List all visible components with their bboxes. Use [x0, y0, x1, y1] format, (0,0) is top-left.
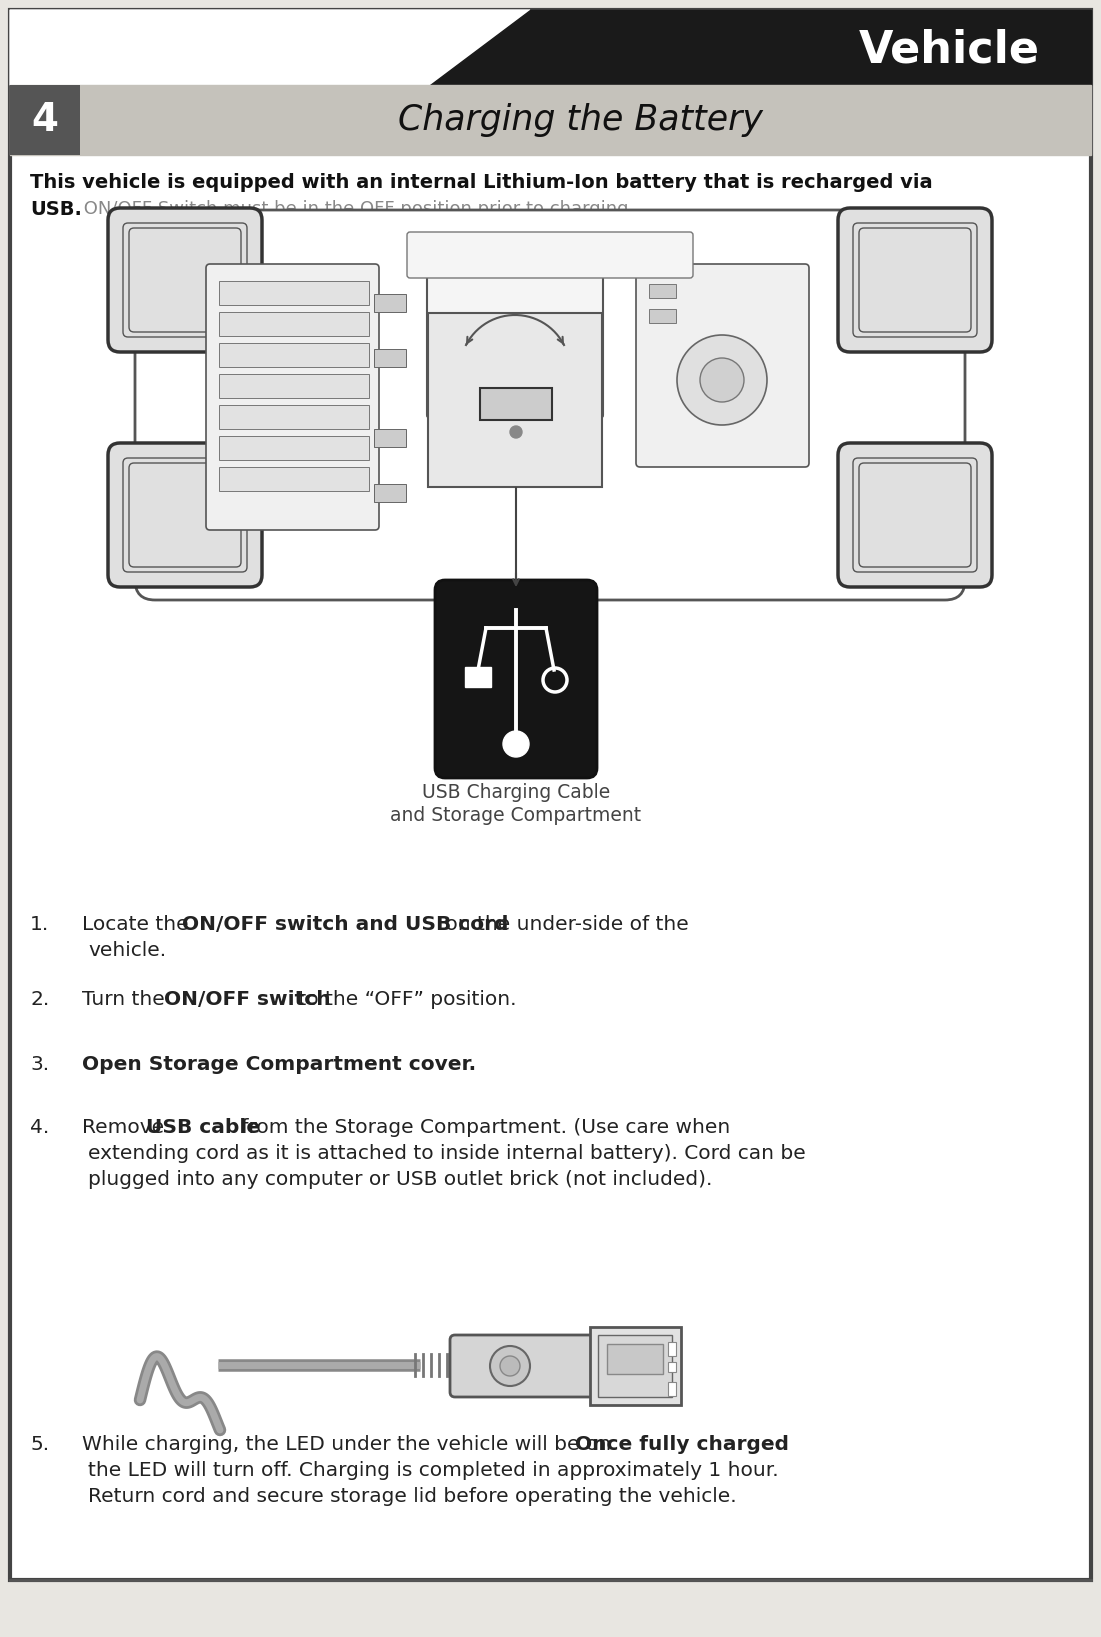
FancyBboxPatch shape: [480, 388, 552, 421]
FancyBboxPatch shape: [435, 579, 597, 778]
FancyBboxPatch shape: [598, 1336, 672, 1396]
Text: USB cable: USB cable: [146, 1118, 260, 1138]
FancyBboxPatch shape: [219, 282, 369, 304]
FancyBboxPatch shape: [219, 373, 369, 398]
Text: vehicle.: vehicle.: [88, 941, 166, 959]
FancyBboxPatch shape: [648, 283, 676, 298]
Text: 4.: 4.: [30, 1118, 50, 1138]
FancyBboxPatch shape: [607, 1344, 663, 1373]
FancyBboxPatch shape: [108, 208, 262, 352]
FancyBboxPatch shape: [636, 264, 809, 467]
FancyBboxPatch shape: [668, 1382, 676, 1396]
Text: USB Charging Cable: USB Charging Cable: [422, 782, 610, 802]
FancyBboxPatch shape: [206, 264, 379, 530]
Text: ON/OFF switch: ON/OFF switch: [164, 990, 330, 1008]
Text: 2.: 2.: [30, 990, 50, 1008]
FancyBboxPatch shape: [10, 85, 80, 156]
FancyBboxPatch shape: [219, 313, 369, 336]
Text: plugged into any computer or USB outlet brick (not included).: plugged into any computer or USB outlet …: [88, 1170, 712, 1188]
FancyBboxPatch shape: [219, 467, 369, 491]
Polygon shape: [10, 85, 1091, 156]
Circle shape: [490, 1346, 530, 1387]
Text: Once fully charged: Once fully charged: [576, 1436, 789, 1454]
Text: extending cord as it is attached to inside internal battery). Cord can be: extending cord as it is attached to insi…: [88, 1144, 806, 1162]
FancyBboxPatch shape: [668, 1362, 676, 1372]
FancyBboxPatch shape: [427, 247, 603, 417]
FancyBboxPatch shape: [407, 232, 693, 278]
Text: the LED will turn off. Charging is completed in approximately 1 hour.: the LED will turn off. Charging is compl…: [88, 1460, 778, 1480]
Circle shape: [500, 1355, 520, 1377]
FancyBboxPatch shape: [135, 210, 964, 601]
Polygon shape: [430, 10, 1091, 85]
Text: 3.: 3.: [30, 1054, 50, 1074]
Text: Return cord and secure storage lid before operating the vehicle.: Return cord and secure storage lid befor…: [88, 1486, 737, 1506]
Text: 5.: 5.: [30, 1436, 50, 1454]
Text: Charging the Battery: Charging the Battery: [397, 103, 763, 138]
FancyBboxPatch shape: [465, 666, 491, 688]
Text: Open Storage Compartment cover.: Open Storage Compartment cover.: [81, 1054, 476, 1074]
Polygon shape: [10, 10, 530, 85]
Circle shape: [510, 426, 522, 439]
Text: This vehicle is equipped with an internal Lithium-Ion battery that is recharged : This vehicle is equipped with an interna…: [30, 174, 933, 192]
Text: on the under-side of the: on the under-side of the: [439, 915, 688, 935]
Text: to the “OFF” position.: to the “OFF” position.: [293, 990, 516, 1008]
Text: and Storage Compartment: and Storage Compartment: [391, 805, 642, 825]
FancyBboxPatch shape: [838, 208, 992, 352]
FancyBboxPatch shape: [648, 309, 676, 322]
Text: Locate the: Locate the: [81, 915, 195, 935]
Text: 1.: 1.: [30, 915, 50, 935]
FancyBboxPatch shape: [10, 10, 1091, 1580]
FancyBboxPatch shape: [374, 349, 406, 367]
Text: ON/OFF Switch must be in the OFF position prior to charging.: ON/OFF Switch must be in the OFF positio…: [78, 200, 634, 218]
FancyBboxPatch shape: [219, 435, 369, 460]
FancyBboxPatch shape: [108, 444, 262, 588]
Circle shape: [700, 359, 744, 403]
Text: While charging, the LED under the vehicle will be on.: While charging, the LED under the vehicl…: [81, 1436, 624, 1454]
FancyBboxPatch shape: [219, 344, 369, 367]
FancyBboxPatch shape: [590, 1328, 682, 1405]
FancyBboxPatch shape: [374, 429, 406, 447]
FancyBboxPatch shape: [428, 313, 602, 486]
FancyBboxPatch shape: [219, 404, 369, 429]
Text: Vehicle: Vehicle: [859, 28, 1040, 72]
Text: USB.: USB.: [30, 200, 81, 219]
FancyBboxPatch shape: [668, 1342, 676, 1355]
FancyBboxPatch shape: [838, 444, 992, 588]
Circle shape: [503, 732, 528, 756]
Text: from the Storage Compartment. (Use care when: from the Storage Compartment. (Use care …: [235, 1118, 730, 1138]
FancyBboxPatch shape: [374, 295, 406, 313]
Text: Turn the: Turn the: [81, 990, 171, 1008]
FancyBboxPatch shape: [374, 485, 406, 503]
Circle shape: [677, 336, 767, 426]
FancyBboxPatch shape: [450, 1336, 606, 1396]
Text: ON/OFF switch and USB cord: ON/OFF switch and USB cord: [183, 915, 509, 935]
Text: Remove: Remove: [81, 1118, 171, 1138]
Text: 4: 4: [32, 101, 58, 139]
